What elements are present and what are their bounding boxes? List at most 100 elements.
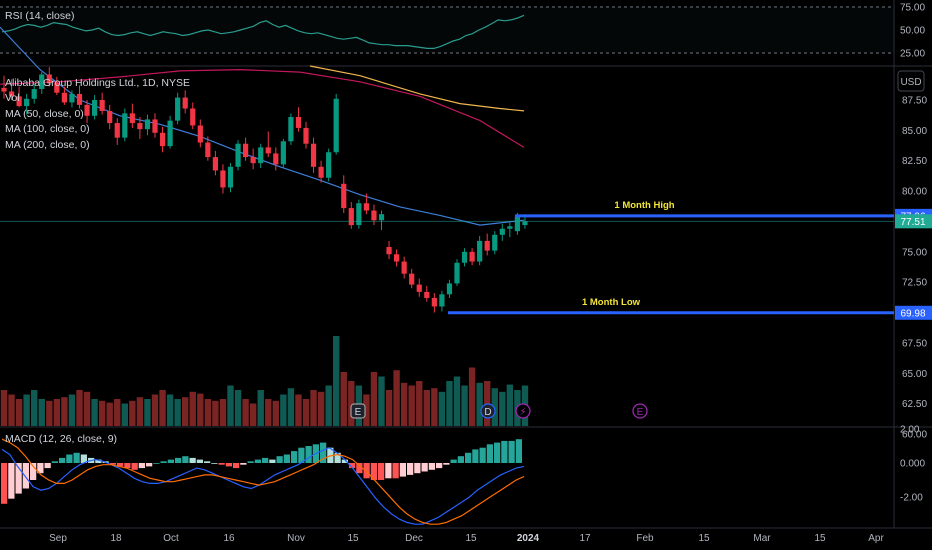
x-tick-label: 15 (814, 533, 826, 544)
event-marker: D (480, 403, 496, 419)
candle-body (46, 74, 52, 83)
macd-histogram-bar (450, 459, 457, 463)
candle-body (416, 284, 422, 292)
volume-bar (310, 390, 317, 426)
candle-body (409, 273, 415, 285)
volume-bar (272, 400, 279, 426)
macd-histogram-bar (218, 463, 225, 465)
volume-bar (317, 391, 325, 426)
price-tick-label: 87.50 (902, 96, 927, 107)
macd-histogram-bar (138, 463, 145, 469)
rsi-label: RSI (14, close) (5, 10, 74, 22)
candle-body (205, 142, 211, 158)
candle-body (197, 125, 203, 143)
volume-bar (0, 390, 8, 426)
event-marker: ⚡ (515, 403, 531, 419)
macd-histogram-bar (95, 459, 102, 463)
candle-body (220, 170, 226, 188)
volume-bar (446, 381, 453, 426)
candle-body (326, 152, 332, 178)
volume-bar (234, 390, 242, 426)
axes: 75.0050.0025.0087.5085.0082.5080.0077.50… (49, 3, 932, 544)
volume-bar (242, 399, 249, 426)
ma200-line (309, 65, 525, 112)
candle-body (348, 208, 354, 226)
last-price-tag (895, 214, 932, 229)
candle-body (401, 261, 407, 274)
macd-label: MACD (12, 26, close, 9) (5, 433, 117, 445)
macd-histogram-bar (66, 454, 73, 463)
price-tick-label: 72.50 (902, 278, 927, 289)
macd-histogram-bar (167, 459, 174, 463)
macd-histogram-bar (378, 463, 385, 480)
candle-body (386, 246, 392, 255)
x-tick-label: 15 (698, 533, 710, 544)
candle-body (227, 166, 234, 188)
legend-labels: RSI (14, close) Alibaba Group Holdings L… (5, 10, 190, 445)
volume-bar (76, 390, 83, 426)
candle-body (190, 108, 196, 126)
volume-bar (453, 376, 461, 426)
volume-bar (506, 384, 514, 426)
candle-body (137, 123, 143, 130)
volume-bar (385, 390, 393, 426)
x-tick-label: Dec (405, 533, 423, 544)
candle-body (363, 203, 369, 211)
candle-body (16, 96, 22, 107)
macd-histogram-bar (428, 463, 435, 470)
candle-body (61, 92, 67, 103)
volume-bar (302, 399, 310, 426)
price-pane: 1 Month High 1 Month Low E D ⚡ E (0, 26, 894, 419)
candle-body (280, 141, 286, 165)
candle-body (431, 297, 437, 307)
volume-bar (61, 397, 68, 426)
macd-histogram-bar (472, 449, 479, 463)
volume-bar (174, 399, 181, 426)
volume-bar (499, 391, 506, 426)
legend-ma200: MA (200, close, 0) (5, 139, 90, 151)
currency-button[interactable]: USD (897, 70, 925, 92)
volume-bar (257, 390, 264, 426)
candle-body (122, 113, 128, 138)
macd-histogram-bar (457, 456, 464, 463)
x-tick-label: 18 (110, 533, 122, 544)
macd-histogram-bar (254, 459, 261, 463)
macd-histogram-bar (385, 463, 392, 479)
x-tick-label: 17 (579, 533, 591, 544)
rsi-tick-label: 75.00 (900, 3, 925, 14)
volume-bar (340, 372, 347, 426)
macd-histogram-bar (1, 463, 8, 504)
volume-bar (151, 394, 159, 426)
macd-histogram-bar (370, 463, 377, 480)
macd-histogram-bar (356, 463, 363, 474)
price-tick-label: 85.00 (902, 126, 927, 137)
price-tick-label: 60.00 (902, 430, 927, 441)
macd-histogram-bar (204, 461, 211, 463)
volume-bar (416, 381, 423, 426)
volume-bar (144, 399, 151, 426)
volume-bar (46, 400, 53, 426)
candle-body (99, 100, 105, 111)
volume-bar (23, 394, 30, 426)
macd-histogram-bar (59, 457, 66, 463)
candle-body (235, 143, 241, 167)
annotation-price-label: 69.98 (900, 308, 925, 319)
volume-bar (8, 394, 15, 426)
macd-histogram-bar (131, 463, 138, 470)
candle-body (54, 82, 60, 93)
candle-body (318, 166, 324, 178)
macd-histogram-bar (146, 463, 153, 467)
volume-bar (468, 367, 476, 426)
macd-histogram-bar (22, 463, 29, 489)
volume-bar (325, 385, 332, 426)
macd-histogram-bar (465, 452, 472, 463)
event-marker-letter: E (355, 407, 362, 418)
macd-histogram-bar (515, 439, 522, 463)
macd-histogram-bar (182, 456, 189, 463)
candle-body (129, 113, 135, 124)
macd-histogram-bar (414, 463, 421, 474)
macd-histogram-bar (494, 442, 501, 463)
candle-body (477, 240, 483, 262)
macd-pane (1, 438, 525, 525)
